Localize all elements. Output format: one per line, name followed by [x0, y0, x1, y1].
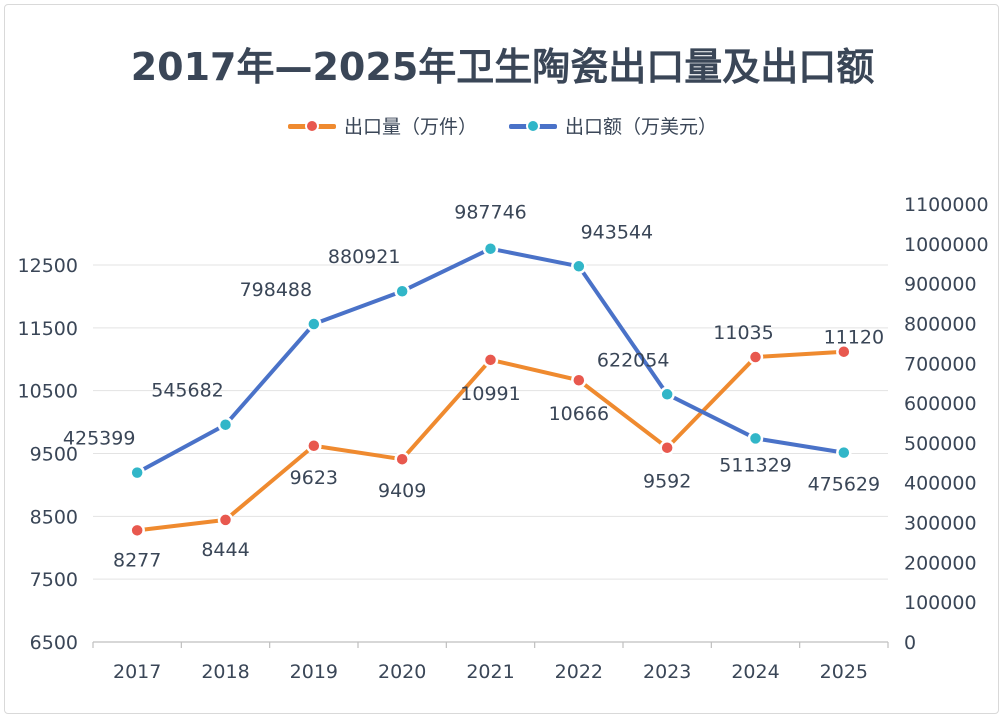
data-label-export-volume: 8444: [201, 539, 249, 561]
data-label-export-value: 545682: [151, 380, 224, 402]
y-left-tick-label: 10500: [18, 381, 78, 403]
data-point-export-volume: [482, 352, 499, 368]
y-left-tick-label: 12500: [18, 255, 78, 277]
data-point-export-volume: [129, 522, 145, 539]
y-right-tick-label: 100000: [904, 592, 977, 614]
y-right-tick-label: 800000: [904, 313, 977, 335]
y-right-tick-label: 1100000: [904, 194, 989, 216]
x-tick-label: 2017: [113, 661, 161, 683]
data-label-export-value: 425399: [63, 428, 136, 450]
data-label-export-volume: 9592: [643, 471, 691, 493]
y-right-tick-label: 200000: [904, 552, 977, 574]
data-label-export-value: 943544: [581, 221, 654, 243]
y-left-tick-label: 9500: [30, 444, 78, 466]
data-point-export-value: [482, 240, 499, 257]
chart-legend: 出口量（万件） 出口额（万美元）: [0, 112, 1005, 139]
y-right-tick-label: 0: [904, 632, 916, 654]
legend-marker-export-volume: [304, 118, 319, 133]
data-label-export-volume: 9409: [378, 480, 426, 502]
y-left-tick-label: 11500: [18, 318, 78, 340]
y-left-tick-label: 8500: [30, 506, 78, 528]
legend-label-export-volume: 出口量（万件）: [343, 116, 477, 138]
data-label-export-volume: 10666: [549, 403, 609, 425]
data-label-export-value: 987746: [454, 202, 527, 224]
x-tick-label: 2020: [378, 661, 426, 683]
data-point-export-volume: [217, 512, 234, 528]
y-right-tick-label: 600000: [904, 393, 977, 415]
x-tick-label: 2024: [731, 661, 779, 683]
data-point-export-volume: [659, 439, 675, 456]
data-label-export-volume: 10991: [460, 383, 520, 405]
x-tick-label: 2018: [201, 661, 249, 683]
x-tick-label: 2019: [290, 661, 338, 683]
data-label-export-value: 475629: [808, 474, 881, 496]
y-left-tick-label: 7500: [30, 569, 78, 591]
series-line-export-volume: [135, 349, 846, 533]
legend-swatch-export-value: [509, 114, 557, 138]
y-right-tick-label: 1000000: [904, 234, 989, 256]
data-point-export-value: [836, 444, 852, 461]
legend-item-export-value: 出口额（万美元）: [509, 112, 717, 139]
chart-title: 2017年—2025年卫生陶瓷出口量及出口额: [130, 45, 875, 89]
data-point-export-volume: [306, 438, 322, 454]
data-label-export-volume: 11120: [824, 327, 884, 349]
x-tick-label: 2025: [820, 661, 868, 683]
data-label-export-value: 511329: [719, 454, 792, 476]
data-point-export-value: [659, 386, 675, 403]
legend-item-export-volume: 出口量（万件）: [287, 112, 477, 139]
legend-swatch-export-volume: [287, 114, 336, 138]
data-label-export-value: 880921: [328, 246, 401, 268]
x-tick-label: 2022: [555, 661, 603, 683]
y-right-tick-label: 500000: [904, 433, 977, 455]
y-right-tick-label: 900000: [904, 274, 977, 296]
data-point-export-volume: [571, 372, 587, 388]
legend-label-export-value: 出口额（万美元）: [565, 116, 718, 138]
legend-marker-export-value: [526, 118, 540, 133]
y-right-tick-label: 400000: [904, 473, 977, 495]
data-point-export-value: [217, 416, 234, 433]
data-point-export-value: [129, 464, 145, 481]
data-label-export-volume: 11035: [713, 322, 773, 344]
x-tick-label: 2023: [643, 661, 691, 683]
y-right-tick-label: 300000: [904, 513, 977, 535]
data-point-export-value: [571, 258, 587, 275]
data-point-export-value: [747, 430, 764, 447]
data-point-export-value: [306, 316, 322, 332]
y-right-tick-label: 700000: [904, 353, 977, 375]
data-label-export-volume: 8277: [113, 549, 161, 571]
data-point-export-value: [394, 283, 410, 299]
data-label-export-volume: 9623: [290, 467, 338, 489]
data-label-export-value: 622054: [597, 349, 670, 371]
y-left-tick-label: 6500: [30, 632, 78, 654]
chart-frame: [4, 4, 999, 714]
data-label-export-value: 798488: [240, 279, 313, 301]
data-point-export-volume: [747, 349, 764, 365]
data-point-export-volume: [836, 343, 852, 360]
x-tick-label: 2021: [466, 661, 514, 683]
data-point-export-volume: [394, 451, 410, 467]
